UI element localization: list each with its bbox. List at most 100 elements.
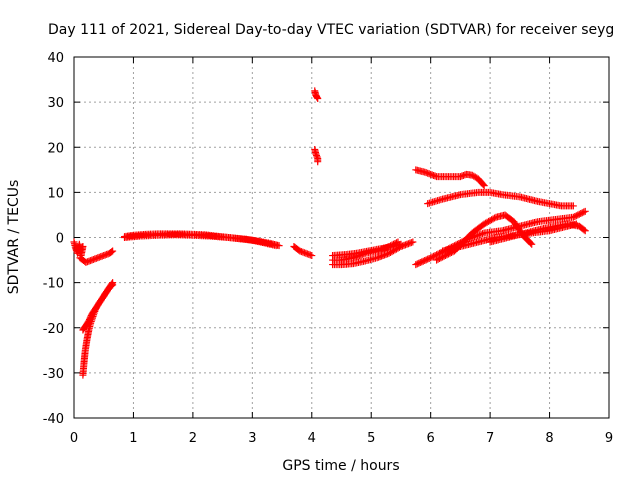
series-arc-d <box>79 279 117 334</box>
data-point <box>109 247 117 255</box>
data-point <box>275 242 283 250</box>
data-point <box>581 207 589 215</box>
data-point <box>394 238 402 246</box>
series-arc-i <box>311 146 322 166</box>
data-point <box>431 252 439 260</box>
data-point <box>427 254 435 262</box>
series-arc-r <box>486 220 589 246</box>
data-point <box>527 239 535 247</box>
data-point <box>412 261 420 269</box>
series-arc-b <box>76 247 117 266</box>
data-point <box>578 209 586 217</box>
data-point <box>479 230 487 238</box>
data-point <box>491 214 499 222</box>
series-arc-g <box>290 243 316 260</box>
x-tick-label: 0 <box>70 431 78 446</box>
x-tick-label: 3 <box>248 431 256 446</box>
data-point <box>437 254 445 262</box>
data-point <box>483 218 491 226</box>
data-point <box>571 212 579 220</box>
data-point <box>434 255 442 263</box>
y-tick-label: 30 <box>47 96 64 111</box>
series-arc-m <box>412 166 488 190</box>
data-point <box>391 240 399 248</box>
chart-title: Day 111 of 2021, Sidereal Day-to-day VTE… <box>48 22 614 38</box>
series-arc-j <box>329 238 417 269</box>
data-point <box>108 248 116 256</box>
series-arc-n <box>424 188 577 210</box>
data-point <box>488 216 496 224</box>
data-point <box>409 238 417 246</box>
x-tick-label: 5 <box>367 431 375 446</box>
data-point <box>572 212 580 220</box>
data-point <box>390 240 398 248</box>
data-point <box>415 259 423 267</box>
data-point <box>387 242 395 250</box>
y-tick-label: 10 <box>47 186 64 201</box>
series-arc-l <box>329 238 402 264</box>
x-tick-label: 6 <box>427 431 435 446</box>
data-point <box>475 231 483 239</box>
y-tick-label: 0 <box>56 232 64 247</box>
data-point <box>479 180 487 188</box>
data-point <box>580 226 588 234</box>
data-points <box>70 87 589 379</box>
data-point <box>388 241 396 249</box>
data-point <box>439 253 447 261</box>
data-point <box>108 280 116 288</box>
x-tick-label: 7 <box>486 431 494 446</box>
data-point <box>416 259 424 267</box>
data-point <box>580 208 588 216</box>
y-tick-label: -20 <box>43 322 64 337</box>
data-point <box>385 243 393 251</box>
data-point <box>385 249 393 257</box>
data-point <box>489 215 497 223</box>
data-point <box>577 210 585 218</box>
data-point <box>109 279 117 287</box>
x-tick-label: 4 <box>308 431 316 446</box>
data-point <box>419 257 427 265</box>
data-point <box>314 158 322 166</box>
x-axis-label: GPS time / hours <box>282 458 399 474</box>
data-point <box>418 258 426 266</box>
x-tick-label: 2 <box>189 431 197 446</box>
data-point <box>474 231 482 239</box>
data-point <box>436 255 444 263</box>
data-point <box>424 255 432 263</box>
data-point <box>392 239 400 247</box>
data-point <box>430 252 438 260</box>
data-point <box>477 230 485 238</box>
data-point <box>421 257 429 265</box>
data-point <box>480 220 488 228</box>
data-point <box>486 217 494 225</box>
data-point <box>422 256 430 264</box>
x-tick-label: 9 <box>605 431 613 446</box>
data-point <box>569 202 577 210</box>
y-tick-label: -30 <box>43 367 64 382</box>
data-point <box>314 95 322 103</box>
y-tick-label: 40 <box>47 51 64 66</box>
y-tick-label: 20 <box>47 141 64 156</box>
x-tick-labels: 0 1 2 3 4 5 6 7 8 9 <box>70 431 613 446</box>
data-point <box>569 213 577 221</box>
data-point <box>472 232 480 240</box>
data-point <box>574 211 582 219</box>
data-point <box>485 217 493 225</box>
x-tick-label: 8 <box>545 431 553 446</box>
data-point <box>528 240 536 248</box>
data-point <box>308 252 316 260</box>
data-point <box>79 243 87 251</box>
axis-ticks <box>73 56 610 419</box>
data-point <box>428 253 436 261</box>
data-point <box>581 227 589 235</box>
series-arc-f <box>121 231 283 250</box>
y-tick-label: -40 <box>43 412 64 427</box>
data-point <box>480 182 488 190</box>
series-arc-a <box>70 238 87 260</box>
x-tick-label: 1 <box>129 431 137 446</box>
data-point <box>413 260 421 268</box>
data-point <box>425 254 433 262</box>
data-point <box>482 219 490 227</box>
y-tick-label: -10 <box>43 277 64 292</box>
